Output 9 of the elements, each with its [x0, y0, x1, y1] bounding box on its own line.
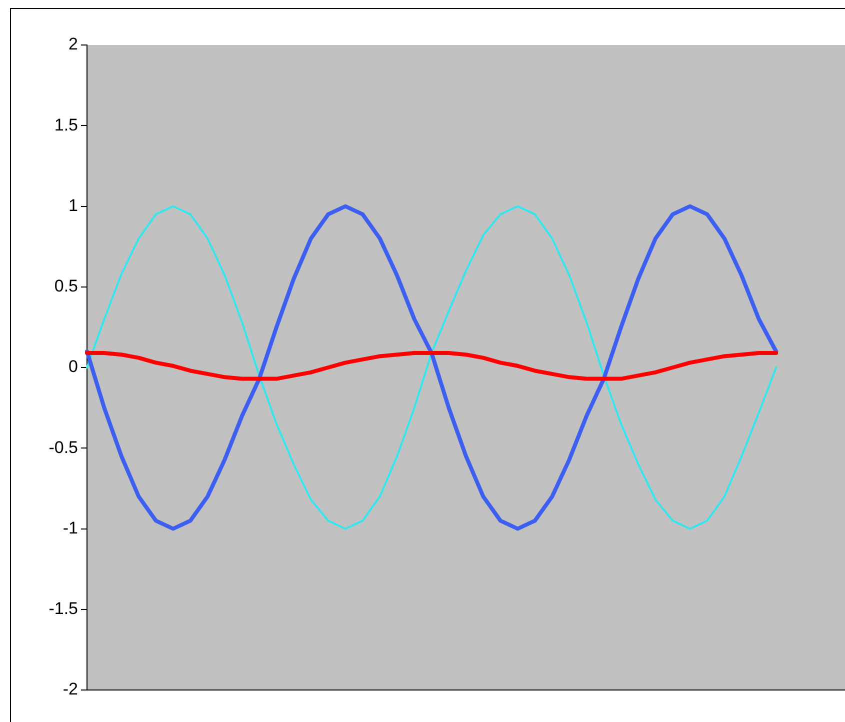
y-tick-label: -1.5 [48, 599, 78, 618]
y-tick-label: 2 [68, 34, 78, 54]
y-tick-label: 0.5 [54, 276, 78, 296]
y-tick-label: -1 [62, 518, 78, 538]
y-tick-label: -2 [62, 680, 78, 699]
y-tick-label: 0 [68, 357, 78, 376]
y-tick-label: 1 [68, 196, 78, 215]
y-tick-label: -0.5 [48, 438, 78, 457]
y-tick-label: 1.5 [54, 115, 78, 134]
